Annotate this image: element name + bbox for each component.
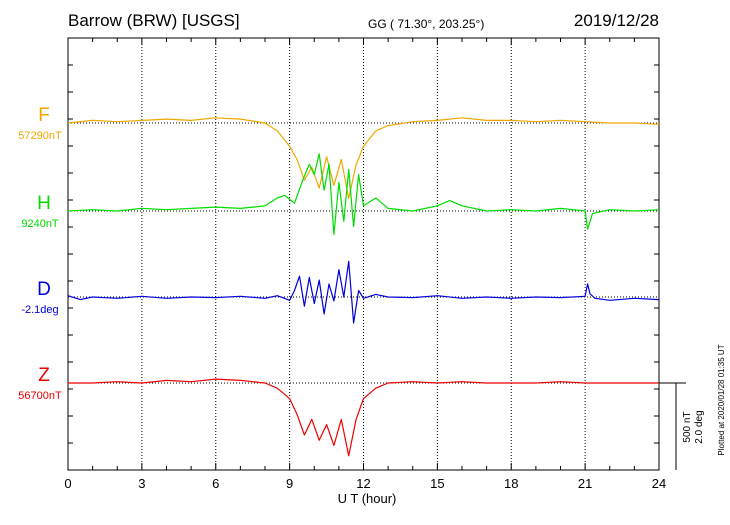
series-label-F: F xyxy=(38,105,50,126)
plotted-timestamp: Plotted at 2020/01/28 01:35 UT xyxy=(717,344,726,455)
scale-bar: 500 nT 2.0 deg xyxy=(659,382,705,470)
x-tick-label-24: 24 xyxy=(652,476,666,491)
series-line-F xyxy=(67,117,660,199)
x-tick-label-21: 21 xyxy=(578,476,592,491)
x-tick-label-0: 0 xyxy=(64,476,71,491)
coordinates: GG ( 71.30°, 203.25°) xyxy=(368,17,484,31)
x-tick-label-6: 6 xyxy=(212,476,219,491)
x-tick-label-12: 12 xyxy=(356,476,370,491)
x-tick-label-9: 9 xyxy=(286,476,293,491)
x-axis-label: U T (hour) xyxy=(338,491,397,506)
x-tick-label-3: 3 xyxy=(138,476,145,491)
station-title: Barrow (BRW) [USGS] xyxy=(68,11,240,30)
series-baseline-D: -2.1deg xyxy=(21,304,58,316)
series-baseline-F: 57290nT xyxy=(18,130,62,142)
series-label-D: D xyxy=(37,279,51,300)
plot-frame xyxy=(67,37,660,471)
axis-ticks xyxy=(68,38,659,470)
series-baseline-H: 9240nT xyxy=(21,218,59,230)
scale-nt-label: 500 nT xyxy=(682,411,693,442)
grid-lines xyxy=(141,38,586,470)
x-tick-labels: 0 3 6 9 12 15 18 21 24 xyxy=(64,476,666,491)
series-line-H xyxy=(67,153,660,235)
scale-deg-label: 2.0 deg xyxy=(694,410,705,443)
x-tick-label-18: 18 xyxy=(504,476,518,491)
series-label-H: H xyxy=(37,193,51,214)
plot-date: 2019/12/28 xyxy=(574,11,659,30)
series-baseline-Z: 56700nT xyxy=(18,390,62,402)
series-line-Z xyxy=(68,378,659,457)
series-label-Z: Z xyxy=(38,365,50,386)
x-tick-label-15: 15 xyxy=(430,476,444,491)
series-layer xyxy=(67,117,660,457)
series-line-D xyxy=(67,260,660,324)
series-labels: F 57290nT H 9240nT D -2.1deg Z 56700nT xyxy=(18,105,62,402)
